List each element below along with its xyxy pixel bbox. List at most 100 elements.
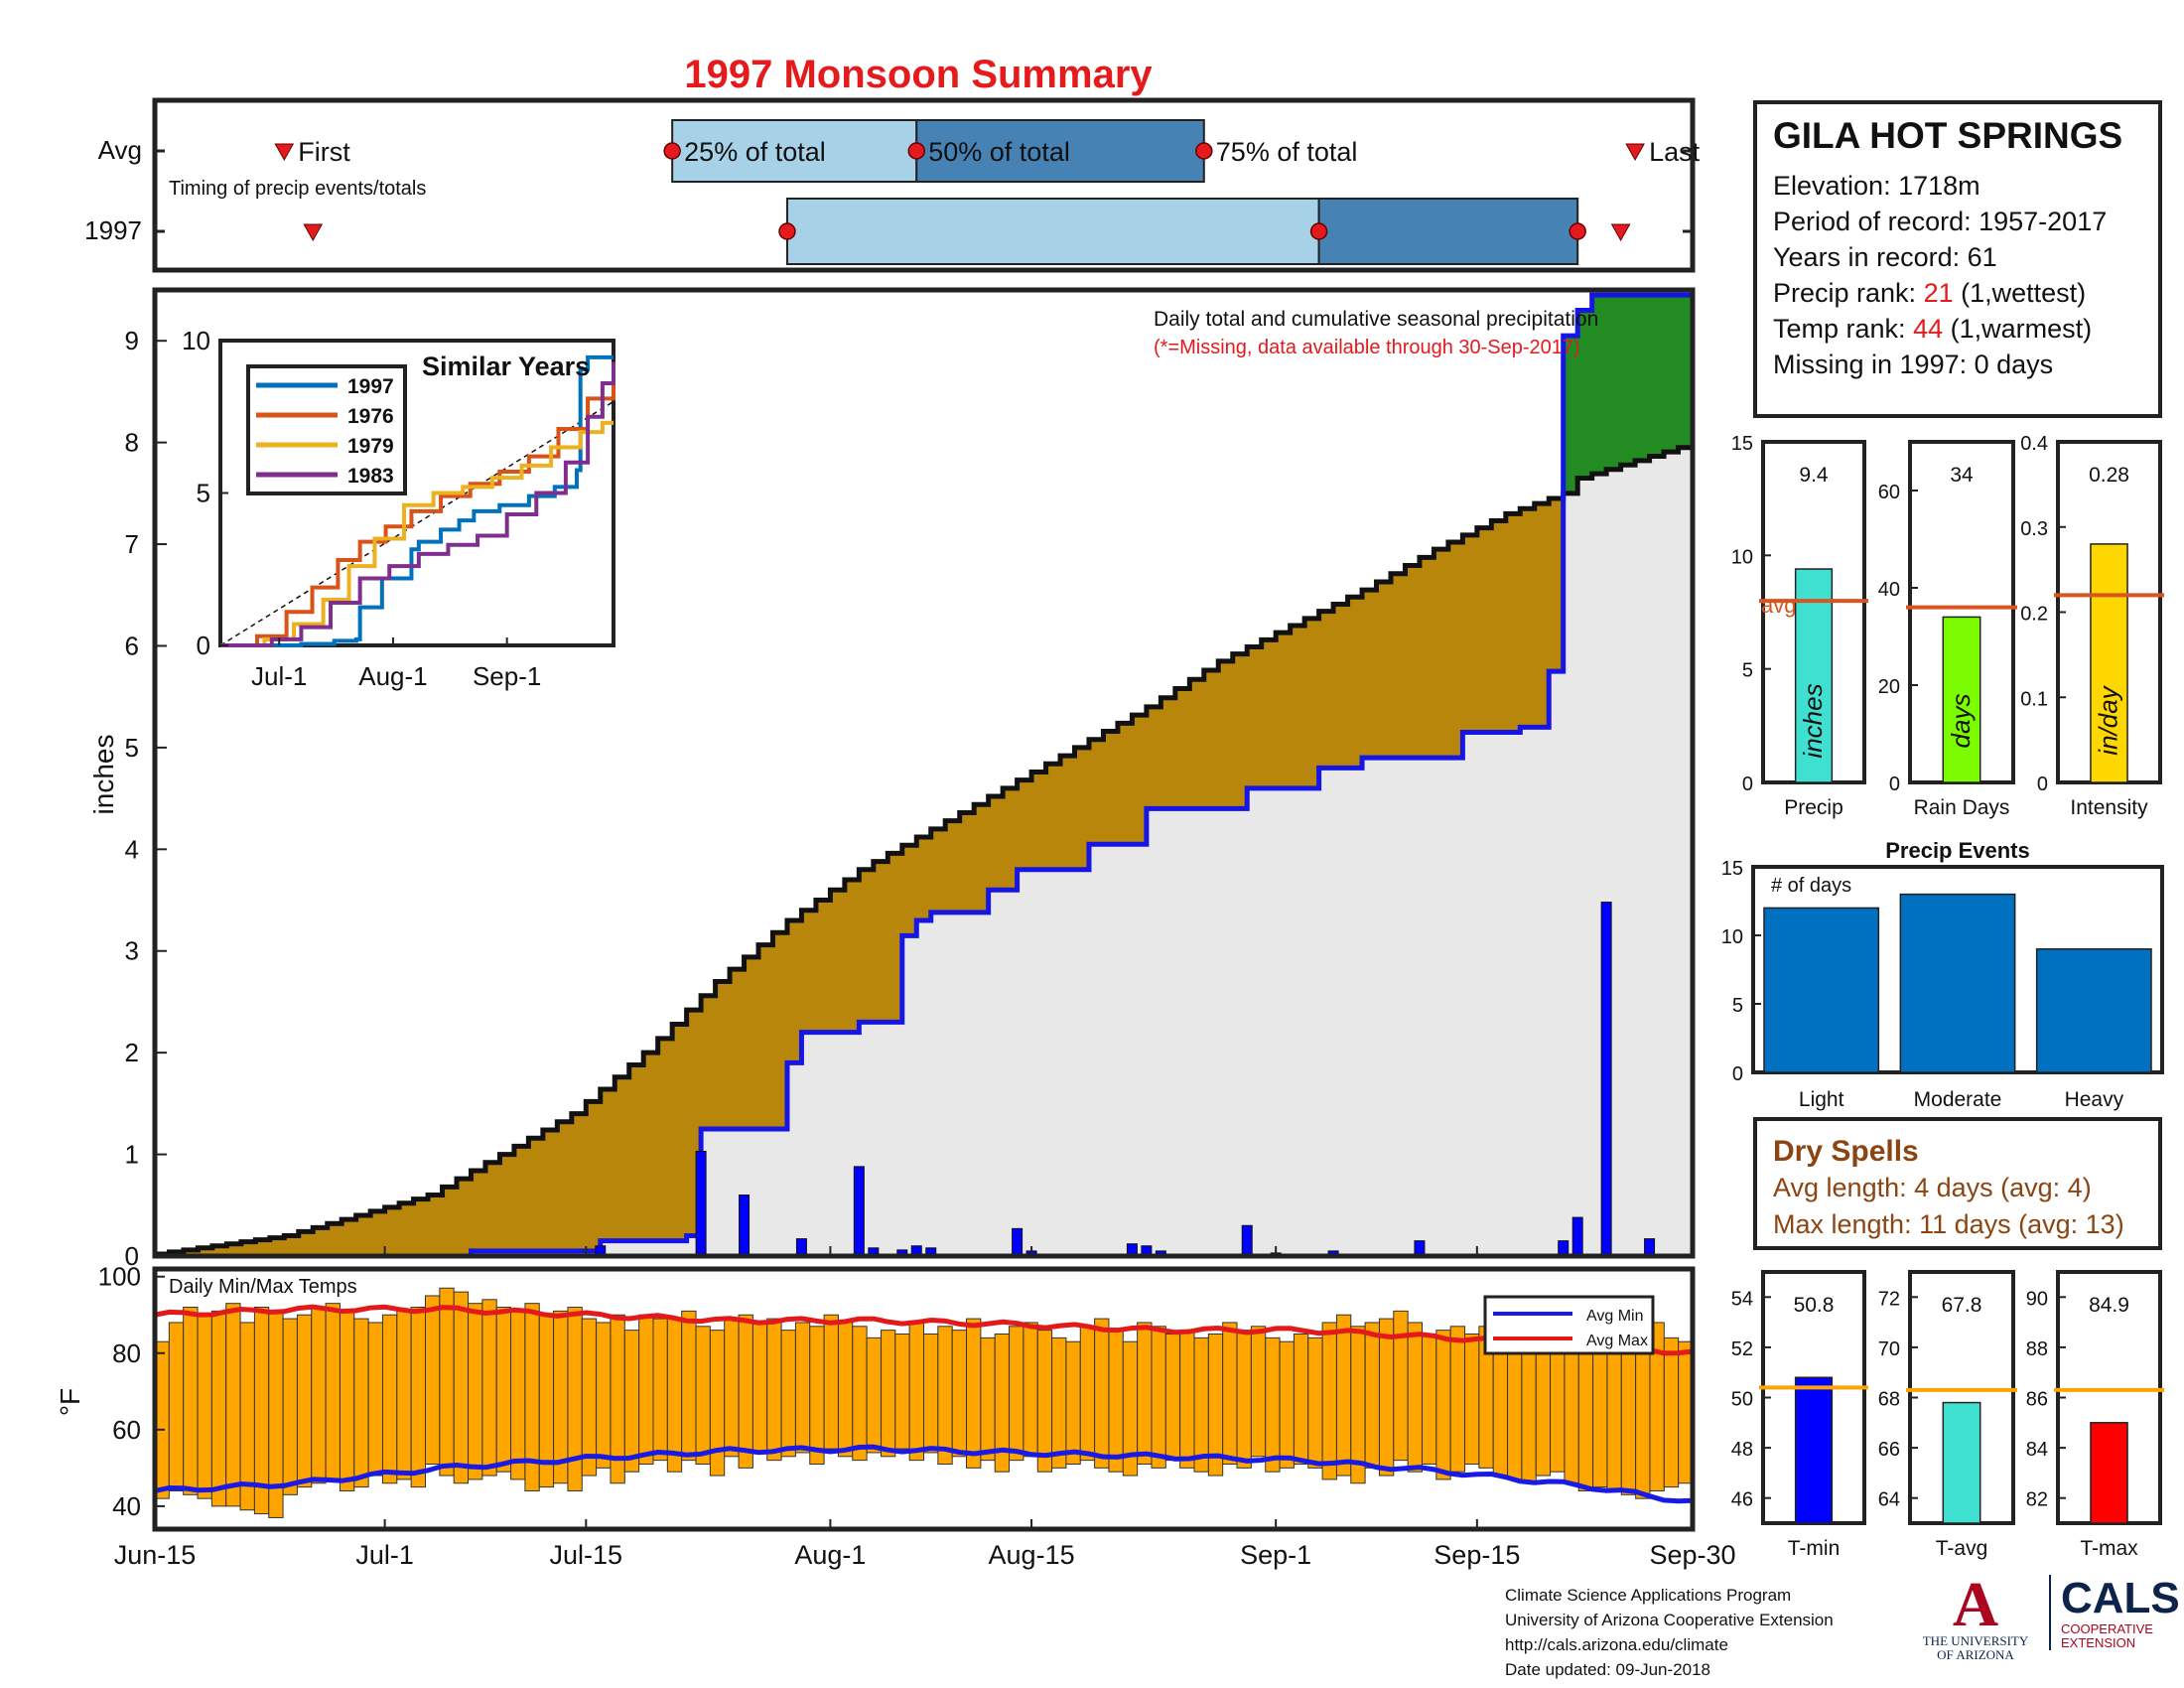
deficit-area	[1290, 625, 1305, 788]
cumulative-fill	[830, 1032, 846, 1256]
precip-events-note: # of days	[1771, 875, 1851, 897]
cumulative-fill	[1577, 478, 1593, 1256]
deficit-area	[887, 853, 903, 1023]
inset-y-tick-label: 5	[197, 479, 210, 508]
deficit-area	[1534, 503, 1550, 728]
tmin-panel-tick-label: 54	[1731, 1288, 1753, 1310]
y-tick-label: 2	[125, 1038, 139, 1067]
cumulative-fill	[1060, 869, 1076, 1256]
pct-75-label: 75% of total	[1216, 137, 1358, 167]
y-tick-label: 6	[125, 631, 139, 660]
similar-series-1997	[220, 354, 614, 647]
daily-temp-bar	[951, 1330, 968, 1458]
cumulative-fill	[786, 1062, 803, 1256]
surplus-area	[1620, 295, 1636, 466]
deficit-area	[183, 1249, 200, 1256]
tavg-panel-tick-label: 72	[1878, 1288, 1900, 1310]
cumulative-fill	[1678, 447, 1694, 1256]
daily-temp-bar	[353, 1318, 369, 1488]
daily-temp-bar	[468, 1303, 483, 1480]
daily-temp-bar	[197, 1314, 212, 1499]
legend-label-1979: 1979	[347, 435, 394, 458]
cumulative-fill	[528, 1250, 544, 1256]
deficit-area	[1189, 679, 1205, 809]
similar-avg-dashed-line	[219, 400, 614, 646]
cumulative-fill	[887, 1022, 903, 1256]
cumulative-fill	[974, 912, 990, 1256]
cumulative-fill	[1203, 808, 1219, 1256]
daily-temp-bar	[1321, 1322, 1337, 1480]
x-tick-label: Aug-1	[794, 1540, 866, 1570]
daily-temp-bar	[567, 1307, 583, 1491]
daily-temp-bar	[980, 1336, 996, 1462]
daily-temp-bar	[1592, 1334, 1608, 1488]
credits: Climate Science Applications Program Uni…	[1505, 1583, 1834, 1682]
deficit-area	[1405, 565, 1421, 759]
station-info-box: GILA HOT SPRINGS Elevation: 1718m Period…	[1753, 100, 2162, 418]
x-tick-label: Sep-1	[1240, 1540, 1311, 1570]
tmax-panel-value: 84.9	[2089, 1294, 2129, 1317]
deficit-area	[1203, 670, 1219, 809]
cumulative-fill	[1333, 768, 1349, 1256]
precip-event-label: Moderate	[1914, 1088, 2002, 1111]
surplus-area	[1649, 295, 1665, 457]
daily-precip-bar	[739, 1195, 751, 1257]
temps-y-axis-label: °F	[55, 1388, 85, 1416]
rain-days-panel-tick-label: 40	[1878, 579, 1900, 601]
inset-y-tick-label: 10	[182, 326, 210, 355]
cumulative-fill	[901, 935, 917, 1256]
tavg-panel-tick-label: 70	[1878, 1338, 1900, 1360]
cumulative-fill	[614, 1240, 630, 1256]
deficit-area	[313, 1227, 329, 1256]
cumulative-fill	[1174, 808, 1190, 1256]
legend-label-1976: 1976	[347, 405, 394, 428]
deficit-area	[901, 845, 917, 936]
daily-temp-bar	[1137, 1322, 1153, 1465]
rain-days-panel-tick-label: 20	[1878, 676, 1900, 698]
pct-25-label: 25% of total	[684, 137, 826, 167]
precip-panel-bar	[1794, 568, 1834, 783]
daily-temp-bar	[751, 1322, 768, 1454]
percentile-marker	[1195, 142, 1213, 160]
cumulative-fill	[1520, 727, 1536, 1256]
deficit-area	[484, 1162, 501, 1251]
intensity-panel-value: 0.28	[2089, 464, 2129, 487]
precip-rank-value: 21	[1923, 278, 1954, 308]
surplus-area	[1606, 295, 1622, 470]
cumulative-fill	[1534, 727, 1550, 1256]
deficit-area	[1276, 633, 1292, 788]
precip-event-tick-label: 10	[1721, 926, 1743, 948]
daily-temp-bar	[453, 1291, 470, 1484]
daily-temp-bar	[1193, 1336, 1209, 1473]
tavg-panel-bar	[1942, 1401, 1981, 1524]
deficit-area	[384, 1206, 400, 1256]
inset-y-tick-label: 0	[197, 631, 210, 660]
daily-temp-bar	[210, 1310, 227, 1507]
cumulative-fill	[1088, 844, 1105, 1256]
daily-temp-bar	[581, 1318, 598, 1477]
daily-temp-bar	[1293, 1334, 1309, 1465]
deficit-area	[1160, 697, 1176, 809]
cumulative-fill	[1146, 808, 1161, 1256]
daily-temp-bar	[866, 1336, 882, 1454]
temp-rank-value: 44	[1913, 314, 1944, 344]
deficit-area	[341, 1219, 357, 1256]
cumulative-fill	[1117, 844, 1134, 1256]
cumulative-fill	[1549, 671, 1565, 1256]
cumulative-fill	[1347, 768, 1363, 1256]
deficit-area	[1174, 688, 1190, 809]
tmin-panel-tick-label: 46	[1731, 1489, 1753, 1511]
first-label: First	[298, 137, 350, 167]
legend-avg-max-label: Avg Max	[1586, 1333, 1648, 1349]
timing-row-label: 1997	[84, 215, 142, 245]
daily-precip-bar	[853, 1166, 865, 1257]
cals-logo: CALS COOPERATIVE EXTENSION	[2049, 1575, 2180, 1650]
tmin-panel-tick-label: 48	[1731, 1439, 1753, 1461]
intensity-panel-tick-label: 0.3	[2020, 518, 2048, 540]
deficit-area	[1318, 611, 1334, 769]
y-tick-label: 4	[125, 834, 139, 864]
temp-y-tick-label: 80	[112, 1338, 141, 1368]
tavg-panel-label: T-avg	[1936, 1537, 1988, 1560]
cumulative-fill	[484, 1250, 501, 1256]
similar-series-1979	[220, 420, 614, 647]
